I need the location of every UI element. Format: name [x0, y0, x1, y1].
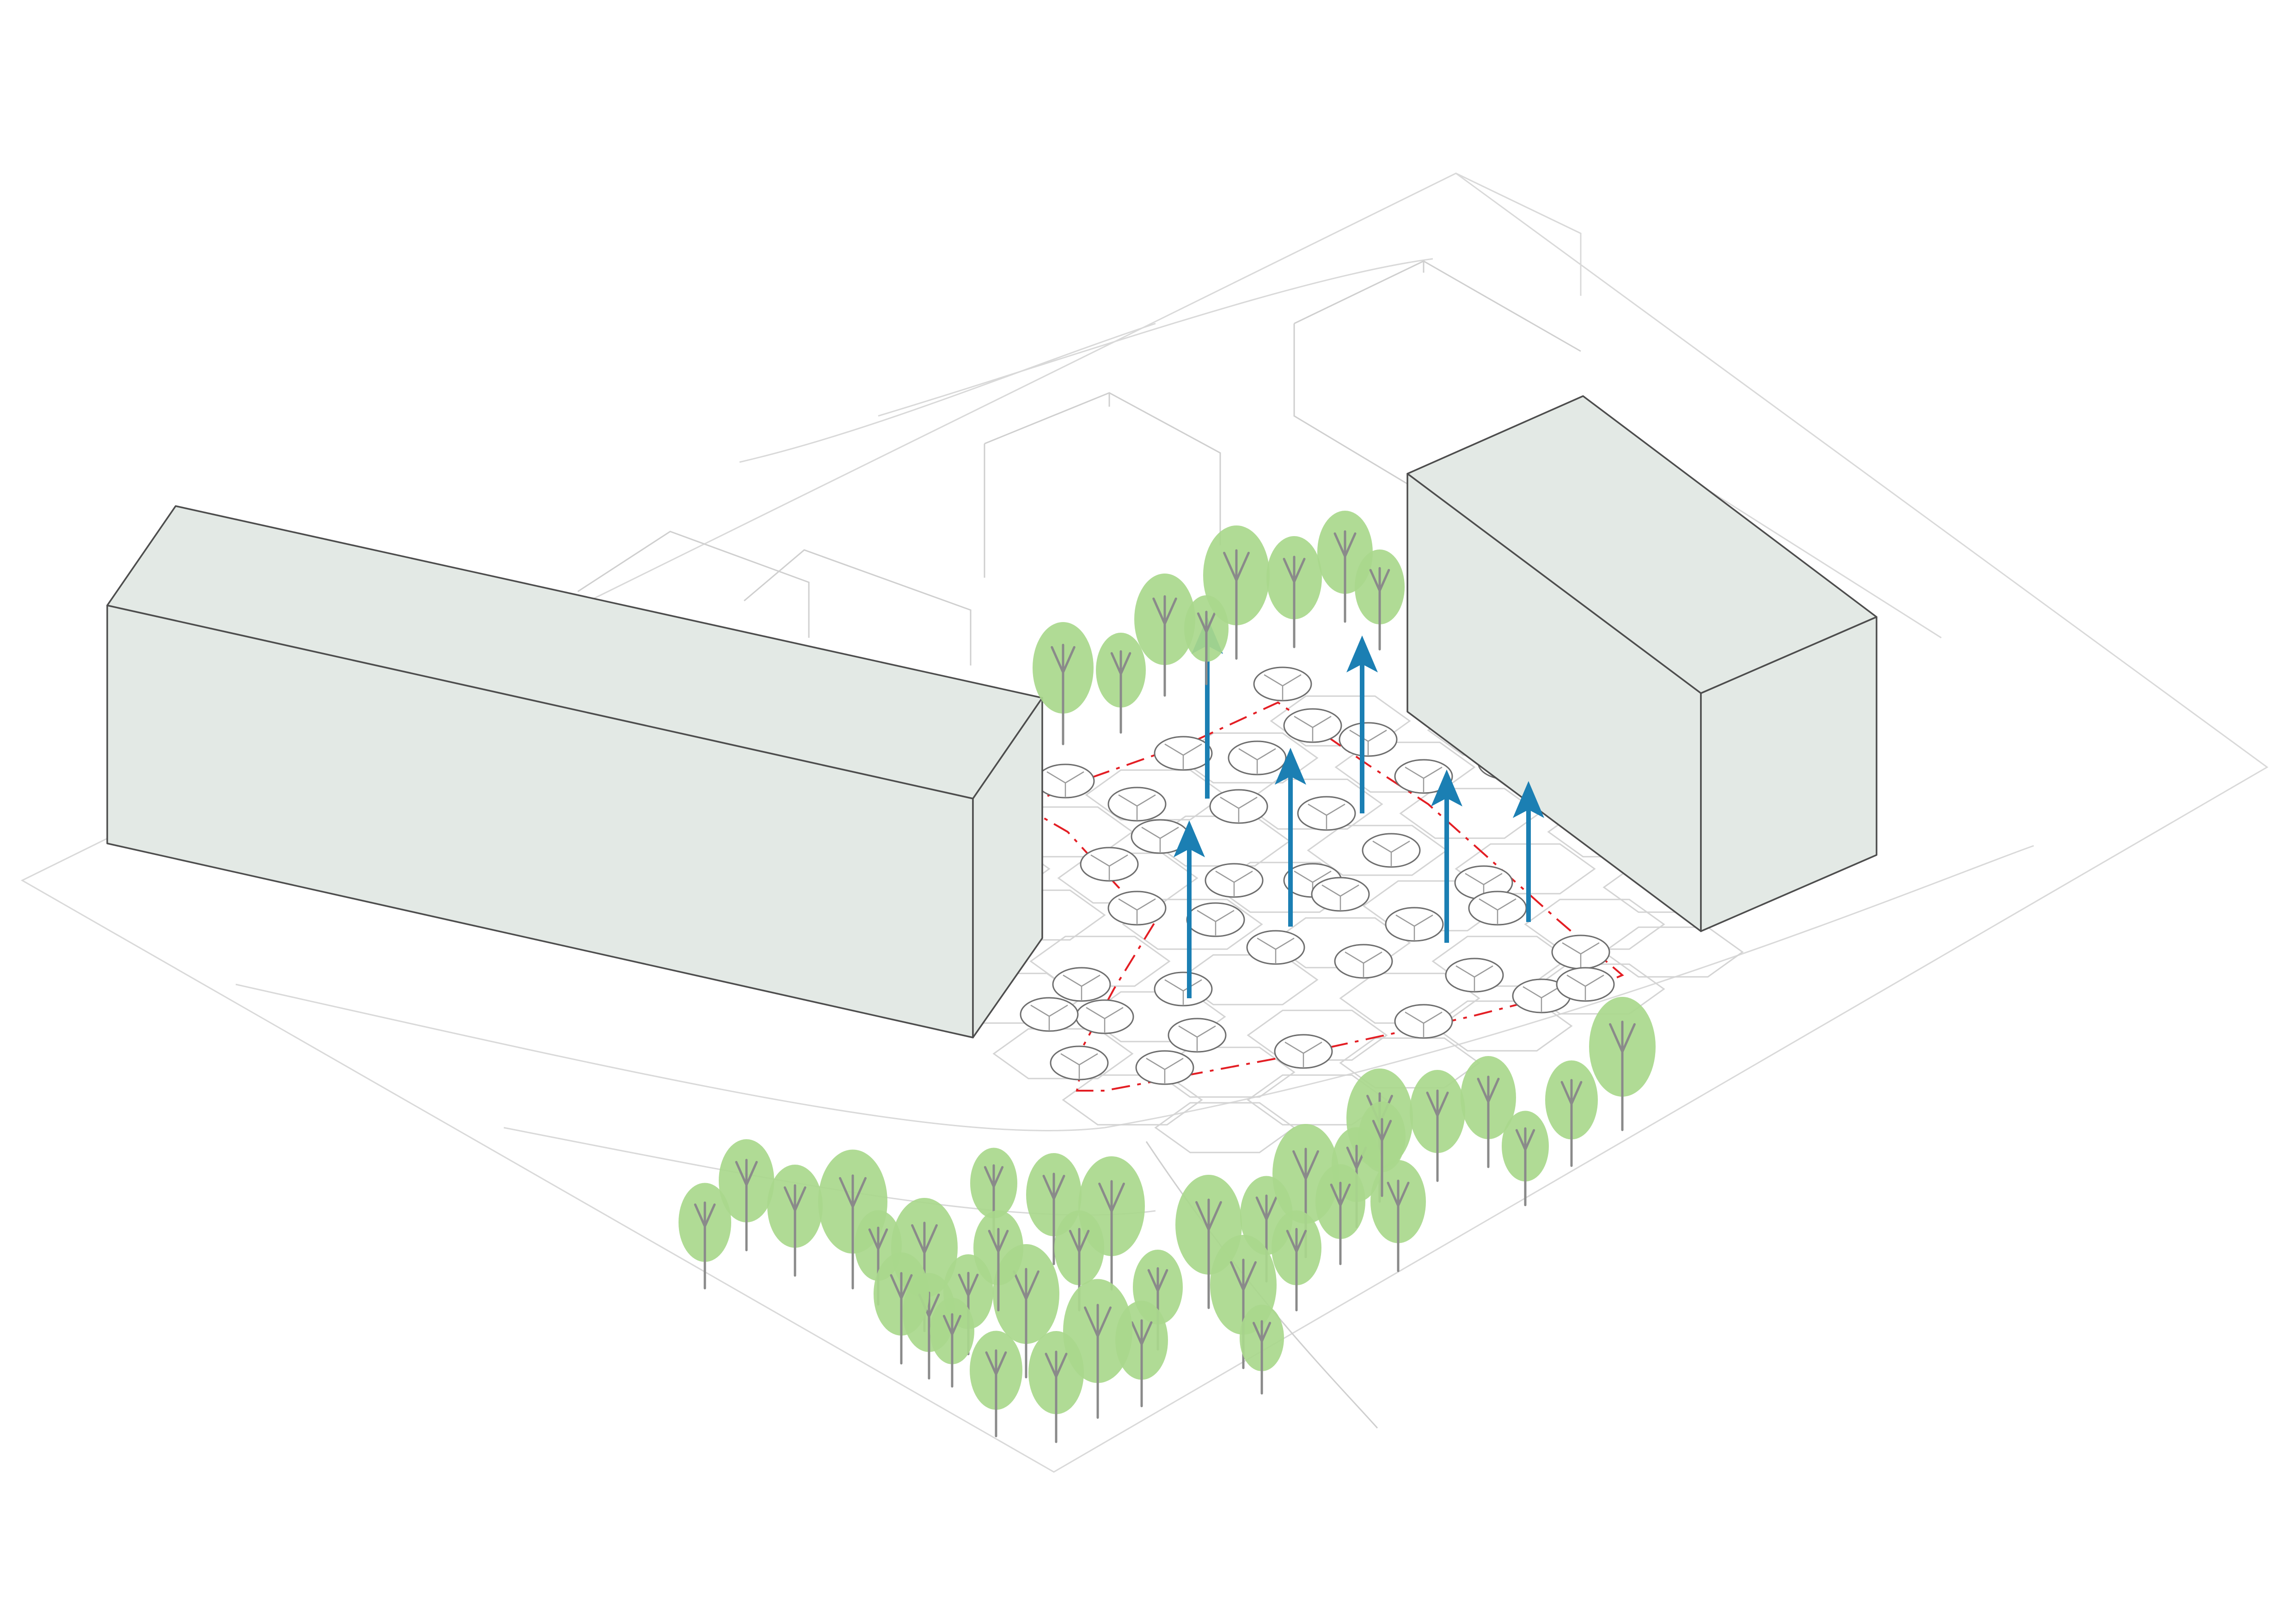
tree: [679, 1183, 731, 1289]
upward-airflow-arrows: [1174, 617, 1544, 998]
pod: [1283, 708, 1342, 743]
tree: [1545, 1060, 1598, 1167]
grid-hexagon: [1062, 1074, 1203, 1126]
long-block-building: [106, 505, 1043, 1038]
tree: [1028, 1331, 1084, 1443]
pod: [1274, 1034, 1333, 1069]
pod: [1154, 736, 1213, 771]
tree: [1502, 1111, 1549, 1206]
pod: [1246, 930, 1305, 965]
tree-groves: [679, 511, 1656, 1443]
pod: [1339, 722, 1398, 757]
tall-block-building: [1406, 395, 1877, 932]
pod: [1205, 863, 1264, 898]
pod: [1168, 1018, 1227, 1053]
pod: [1394, 1004, 1453, 1039]
pod: [1052, 967, 1111, 1002]
ground-plane: [20, 172, 2269, 1473]
tree: [973, 1210, 1023, 1312]
grid-hexagon: [1602, 926, 1744, 978]
pod: [1186, 902, 1245, 937]
airflow-arrow: [1513, 781, 1544, 922]
pod: [1297, 796, 1356, 831]
pod: [1311, 877, 1370, 912]
site-boundary-line: [1021, 701, 1624, 1092]
pod: [1228, 740, 1287, 775]
tree: [1266, 536, 1322, 648]
grid-hexagon: [1455, 843, 1596, 895]
pod: [1253, 666, 1312, 702]
pod: [1036, 763, 1095, 799]
grid-hexagon: [1247, 1009, 1388, 1061]
tree: [1054, 1210, 1104, 1312]
tree: [1358, 1101, 1406, 1197]
grid-hexagon: [1524, 898, 1665, 950]
tree: [767, 1165, 823, 1277]
tree: [1203, 525, 1270, 660]
airflow-arrow: [1346, 635, 1378, 813]
tree: [1033, 622, 1094, 745]
pod: [1080, 847, 1139, 882]
tree: [1134, 574, 1195, 697]
pod: [1362, 833, 1421, 868]
pod: [1209, 789, 1268, 824]
tree: [930, 1298, 974, 1388]
pod: [1050, 1045, 1109, 1081]
pod: [1385, 907, 1444, 942]
pod: [1107, 787, 1167, 822]
pod: [1107, 891, 1167, 926]
context-buildings: [577, 260, 1581, 665]
tree: [1315, 1164, 1365, 1265]
tree: [1240, 1305, 1284, 1395]
pod: [1135, 1050, 1194, 1085]
tree: [874, 1252, 929, 1365]
grid-hexagon: [1154, 1102, 1296, 1154]
pod: [1154, 971, 1213, 1007]
pod: [1075, 999, 1134, 1034]
tree: [1461, 1056, 1516, 1168]
tree: [970, 1331, 1022, 1437]
tree: [1410, 1070, 1465, 1182]
pod: [1551, 934, 1610, 970]
pod: [1445, 958, 1504, 993]
grid-hexagon: [1307, 824, 1448, 876]
tree: [1096, 633, 1146, 734]
airflow-arrow: [1431, 769, 1462, 943]
tree: [719, 1139, 774, 1252]
tree: [1355, 549, 1405, 651]
pod: [1394, 759, 1453, 794]
tree: [1589, 997, 1656, 1131]
tree: [1272, 1210, 1321, 1312]
grid-hexagon: [1029, 935, 1171, 987]
pod: [1020, 997, 1079, 1032]
pod-field: [1020, 666, 1615, 1085]
grid-hexagon: [1399, 788, 1541, 839]
airflow-arrow: [1275, 748, 1306, 927]
pod: [1556, 967, 1615, 1002]
pod: [1468, 891, 1527, 926]
pod: [1334, 944, 1393, 979]
tree: [1370, 1160, 1426, 1272]
grid-hexagon: [1122, 898, 1263, 950]
airflow-arrow: [1174, 820, 1205, 998]
